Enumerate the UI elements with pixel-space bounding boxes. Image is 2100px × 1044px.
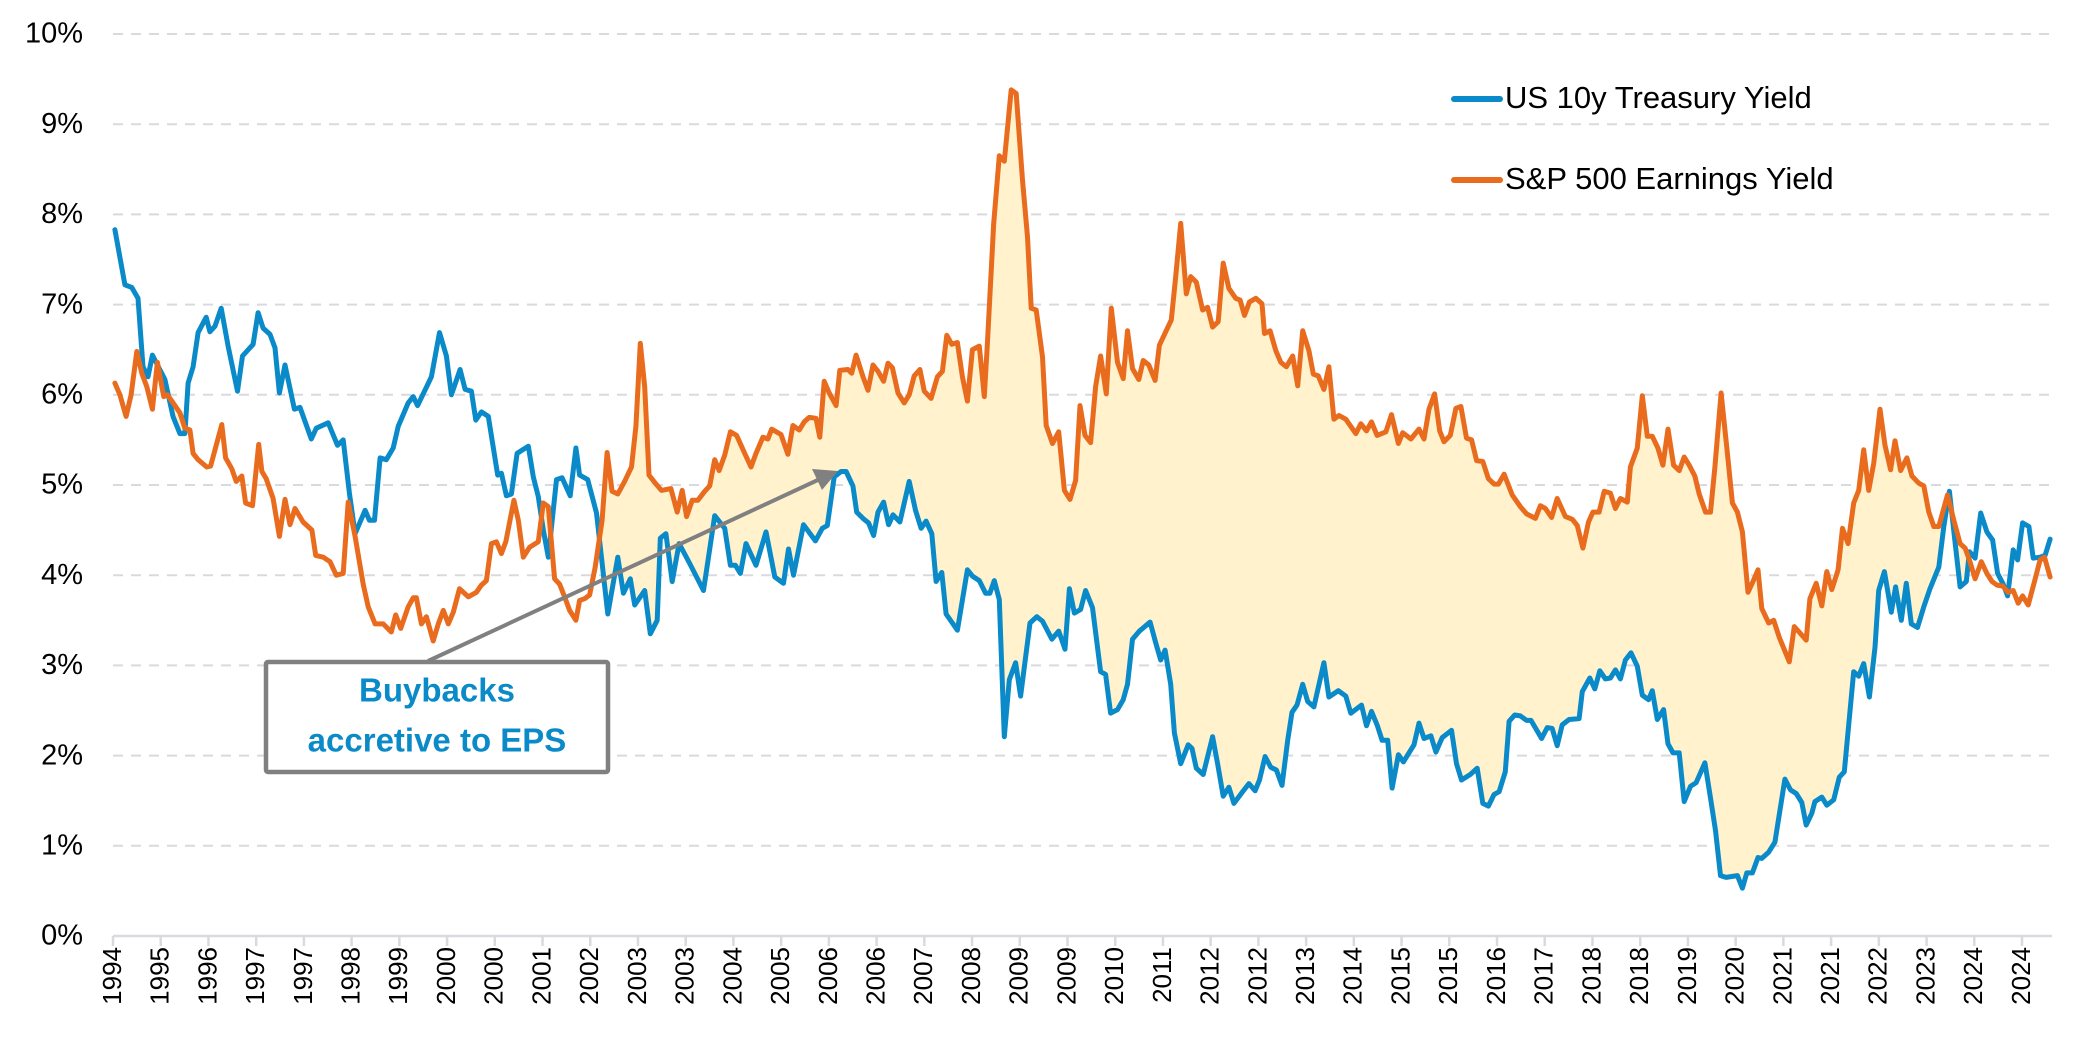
x-tick-label: 2023 [1910,947,1940,1005]
x-tick-label: 2000 [431,947,461,1005]
x-tick-label: 2004 [717,947,747,1005]
x-tick-label: 1999 [383,947,413,1005]
x-tick-label: 2006 [860,947,890,1005]
y-tick-label: 3% [41,649,83,681]
x-tick-label: 2012 [1242,947,1272,1005]
legend-label-earnings: S&P 500 Earnings Yield [1505,161,1834,196]
x-tick-label: 2002 [574,947,604,1005]
arrow-head-icon [812,469,838,490]
x-tick-label: 2003 [670,947,700,1005]
x-tick-label: 2001 [526,947,556,1005]
x-tick-label: 1996 [192,947,222,1005]
annotation-line-1: Buybacks [359,672,515,709]
x-tick-label: 1997 [240,947,270,1005]
x-tick-label: 2015 [1385,947,1415,1005]
x-tick-label: 2008 [956,947,986,1005]
x-tick-label: 2014 [1338,947,1368,1005]
legend: US 10y Treasury Yield S&P 500 Earnings Y… [1451,80,1834,196]
x-tick-label: 2009 [1051,947,1081,1005]
x-tick-label: 2021 [1815,947,1845,1005]
axes: 0% 1% 2% 3% 4% 5% 6% 7% 8% 9% 10% 1994 1995 1996 1997 1… [25,18,2052,1005]
x-tick-label: 2017 [1529,947,1559,1005]
x-tick-label: 2018 [1576,947,1606,1005]
x-tick-label: 2016 [1481,947,1511,1005]
y-tick-label: 1% [41,829,83,861]
series-lines [112,87,2053,891]
x-tick-label: 2010 [1099,947,1129,1005]
x-tick-label: 1997 [288,947,318,1005]
x-tick-label: 2006 [813,947,843,1005]
y-tick-label: 0% [41,920,83,952]
x-tick-label: 2018 [1624,947,1654,1005]
legend-label-treasury: US 10y Treasury Yield [1505,80,1812,115]
x-tick-label: 1995 [145,947,175,1005]
x-tick-label: 2009 [1004,947,1034,1005]
y-tick-label: 9% [41,108,83,140]
x-tick-label: 2011 [1147,947,1177,1003]
x-tick-label: 2000 [479,947,509,1005]
y-tick-label: 10% [25,18,83,50]
x-tick-label: 2022 [1863,947,1893,1005]
y-tick-label: 5% [41,469,83,501]
y-tick-label: 8% [41,198,83,230]
shaded-gap-area [114,89,2051,889]
y-tick-label: 7% [41,288,83,320]
annotation-line-2: accretive to EPS [308,722,567,759]
x-tick-label: 2024 [2006,947,2036,1005]
annotation-box [263,659,611,775]
x-tick-label: 2019 [1672,947,1702,1005]
x-tick-label: 1998 [336,947,366,1005]
y-tick-label: 4% [41,559,83,591]
shade-area [114,89,2051,889]
y-tick-label: 2% [41,739,83,771]
y-tick-label: 6% [41,378,83,410]
x-tick-label: 2003 [622,947,652,1005]
x-tick-label: 2007 [908,947,938,1005]
x-tick-label: 2024 [1958,947,1988,1005]
x-tick-label: 2012 [1195,947,1225,1005]
earnings-yield-line [112,87,2053,665]
treasury-yield-line [112,227,2053,891]
x-tick-label: 2005 [765,947,795,1005]
x-tick-label: 2013 [1290,947,1320,1005]
x-tick-label: 1994 [97,947,127,1005]
annotation-arrow [427,477,821,663]
x-tick-label: 2021 [1767,947,1797,1005]
annotation: Buybacks accretive to EPS [263,469,838,775]
x-tick-label: 2015 [1433,947,1463,1005]
x-tick-label: 2020 [1720,947,1750,1005]
